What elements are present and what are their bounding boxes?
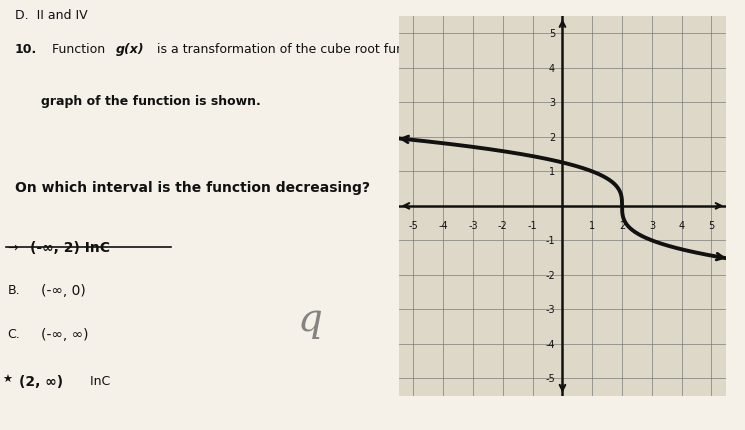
Text: On which interval is the function decreasing?: On which interval is the function decrea… [15, 181, 370, 194]
Text: -2: -2 [545, 270, 555, 280]
Text: C.: C. [7, 327, 20, 340]
Text: Function: Function [48, 43, 110, 56]
Text: 1: 1 [589, 220, 595, 230]
Text: -5: -5 [408, 220, 419, 230]
Text: -3: -3 [469, 220, 478, 230]
Text: D.  II and IV: D. II and IV [15, 9, 87, 22]
Text: 2: 2 [619, 220, 625, 230]
Text: 4: 4 [679, 220, 685, 230]
Text: -1: -1 [528, 220, 537, 230]
Text: 3: 3 [649, 220, 655, 230]
Text: -2: -2 [498, 220, 508, 230]
Text: 3: 3 [549, 98, 555, 108]
Text: 2: 2 [549, 132, 555, 143]
Text: (-∞, 0): (-∞, 0) [41, 284, 86, 298]
Text: graph of the function is shown.: graph of the function is shown. [41, 95, 261, 108]
Text: q: q [298, 301, 323, 338]
Text: (-∞, 2) InC: (-∞, 2) InC [30, 241, 110, 255]
Text: is a transformation of the cube root function. The: is a transformation of the cube root fun… [153, 43, 466, 56]
Text: 4: 4 [549, 64, 555, 74]
Text: ★: ★ [2, 374, 12, 384]
Text: -5: -5 [545, 373, 555, 384]
Text: (2, ∞): (2, ∞) [19, 374, 63, 388]
Text: -4: -4 [439, 220, 448, 230]
Text: (-∞, ∞): (-∞, ∞) [41, 327, 89, 341]
Text: 1: 1 [549, 167, 555, 177]
Text: g(x): g(x) [115, 43, 144, 56]
Text: →: → [7, 241, 18, 254]
Text: InC: InC [86, 374, 110, 387]
Text: 5: 5 [549, 29, 555, 40]
Text: $g(x) = -\sqrt[3]{x-2}$: $g(x) = -\sqrt[3]{x-2}$ [447, 357, 557, 379]
Text: -3: -3 [545, 304, 555, 315]
Text: 10.: 10. [15, 43, 37, 56]
Text: B.: B. [7, 284, 20, 297]
Text: 5: 5 [708, 220, 714, 230]
Text: -1: -1 [545, 236, 555, 246]
Text: -4: -4 [545, 339, 555, 349]
